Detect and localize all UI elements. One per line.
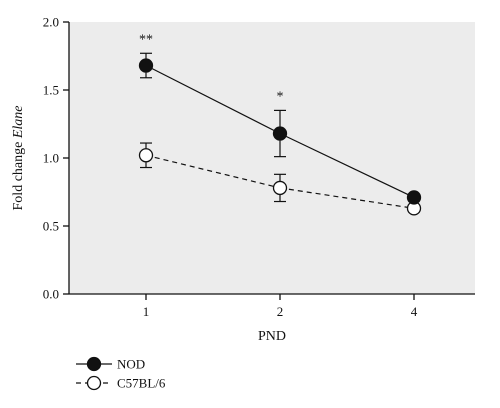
series-c57bl6-point-1 bbox=[272, 180, 288, 196]
x-tick-label-0: 1 bbox=[143, 304, 150, 319]
series-c57bl6-segment-0 bbox=[145, 154, 281, 189]
series-nod-point-1 bbox=[272, 126, 288, 141]
axes: 0.0 0.5 1.0 1.5 2.0 1 2 4 bbox=[43, 15, 475, 319]
labels-layer: *** bbox=[139, 32, 284, 104]
plot-background bbox=[69, 22, 475, 294]
y-tick-label-3: 1.5 bbox=[43, 83, 59, 98]
series-c57bl6 bbox=[138, 142, 422, 216]
series-layer bbox=[138, 52, 422, 216]
y-axis-title-gene: Elane bbox=[11, 106, 26, 140]
legend: NOD C57BL/6 bbox=[76, 357, 166, 391]
legend-label-nod: NOD bbox=[117, 357, 145, 372]
y-axis-title-prefix: Fold change bbox=[11, 142, 26, 211]
series-nod bbox=[138, 52, 422, 205]
series-nod-segment-1 bbox=[279, 132, 415, 198]
x-tick-label-1: 2 bbox=[277, 304, 284, 319]
y-tick-label-1: 0.5 bbox=[43, 219, 59, 234]
series-nod-segment-0 bbox=[145, 64, 281, 135]
legend-label-c57bl6: C57BL/6 bbox=[117, 376, 166, 391]
series-nod-point-2 bbox=[406, 190, 422, 205]
x-tick-label-2: 4 bbox=[411, 304, 418, 319]
y-tick-label-4: 2.0 bbox=[43, 15, 59, 30]
significance-label-nod-0: ** bbox=[139, 32, 153, 47]
legend-marker-c57bl6 bbox=[86, 375, 102, 391]
series-nod-point-0 bbox=[138, 58, 154, 73]
series-c57bl6-segment-1 bbox=[279, 187, 415, 209]
x-axis-title: PND bbox=[258, 329, 286, 344]
y-tick-label-0: 0.0 bbox=[43, 287, 59, 302]
y-axis-title: Fold change Elane bbox=[11, 106, 26, 211]
series-c57bl6-point-0 bbox=[138, 148, 154, 163]
legend-marker-nod bbox=[86, 356, 102, 372]
y-tick-label-2: 1.0 bbox=[43, 151, 59, 166]
significance-label-nod-1: * bbox=[277, 89, 284, 104]
legend-item-nod: NOD bbox=[76, 357, 145, 372]
legend-item-c57bl6: C57BL/6 bbox=[76, 376, 166, 391]
